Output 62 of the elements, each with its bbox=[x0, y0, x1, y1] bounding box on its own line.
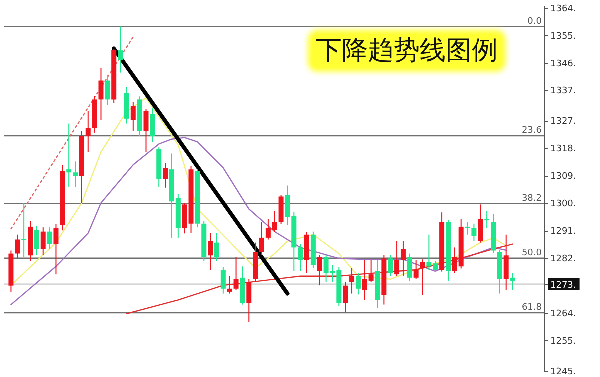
y-tick-label: 1337. bbox=[550, 86, 576, 97]
candlestick bbox=[407, 253, 412, 282]
candlestick bbox=[150, 108, 156, 143]
candlestick bbox=[400, 240, 406, 277]
y-tick-label: 1318. bbox=[550, 144, 576, 155]
candlestick bbox=[298, 244, 304, 272]
y-tick-label: 1245. bbox=[550, 368, 576, 377]
candlestick bbox=[343, 282, 348, 314]
y-tick-label: 1346. bbox=[550, 59, 576, 70]
candlestick bbox=[504, 234, 509, 291]
candlestick bbox=[54, 224, 59, 276]
candlestick bbox=[130, 102, 136, 132]
annotation: 0.0 bbox=[528, 16, 542, 27]
candlestick bbox=[350, 268, 355, 294]
candlestick bbox=[47, 227, 52, 250]
candlestick bbox=[98, 67, 104, 121]
annotation: 23.6 bbox=[522, 126, 542, 136]
y-tick-label: 1355. bbox=[550, 32, 576, 42]
annotation: 61.8 bbox=[522, 303, 542, 314]
candlestick bbox=[214, 232, 220, 262]
y-tick-label: 1364. bbox=[550, 4, 576, 14]
candlestick bbox=[227, 276, 232, 294]
candlestick bbox=[73, 161, 78, 188]
candlestick bbox=[420, 259, 426, 296]
candlestick bbox=[234, 256, 239, 291]
y-tick-label: 1291. bbox=[550, 227, 576, 238]
candlestick bbox=[484, 210, 490, 229]
text: 下降趋势线图例 bbox=[312, 34, 502, 68]
candlestick bbox=[208, 232, 214, 270]
candlestick bbox=[163, 162, 168, 188]
y-tick-label: 1327. bbox=[550, 117, 576, 128]
y-tick-label: 1282. bbox=[550, 254, 576, 265]
candlestick bbox=[246, 278, 252, 323]
candlestick bbox=[15, 234, 20, 259]
candlestick bbox=[394, 240, 400, 277]
candlestick bbox=[472, 223, 477, 242]
candlestick bbox=[86, 110, 91, 153]
candlestick bbox=[478, 204, 484, 244]
candlestick bbox=[510, 272, 516, 291]
candlestick bbox=[414, 260, 419, 280]
candlestick bbox=[66, 123, 72, 188]
candlestick bbox=[40, 227, 46, 256]
annotation: 38.2 bbox=[522, 194, 542, 204]
candlestick bbox=[465, 222, 470, 236]
candlestick bbox=[260, 222, 264, 256]
y-tick-label: 1255. bbox=[550, 336, 576, 347]
line-series bbox=[126, 244, 514, 315]
candlestick bbox=[144, 108, 149, 153]
annotation: 50.0 bbox=[522, 248, 542, 258]
candlestick bbox=[34, 226, 40, 256]
candlestick bbox=[356, 272, 361, 296]
y-tick-label: 1273. bbox=[550, 280, 576, 291]
candlestick bbox=[388, 254, 394, 277]
y-tick-label: 1264. bbox=[550, 310, 576, 320]
y-tick-label: 1309. bbox=[550, 172, 576, 182]
candlestick bbox=[118, 26, 124, 74]
candlestick bbox=[22, 202, 27, 258]
candlestick bbox=[220, 266, 226, 294]
candlestick bbox=[105, 74, 110, 106]
line-series bbox=[10, 137, 507, 306]
candlestick bbox=[317, 254, 322, 286]
y-tick-label: 1300. bbox=[550, 200, 576, 210]
